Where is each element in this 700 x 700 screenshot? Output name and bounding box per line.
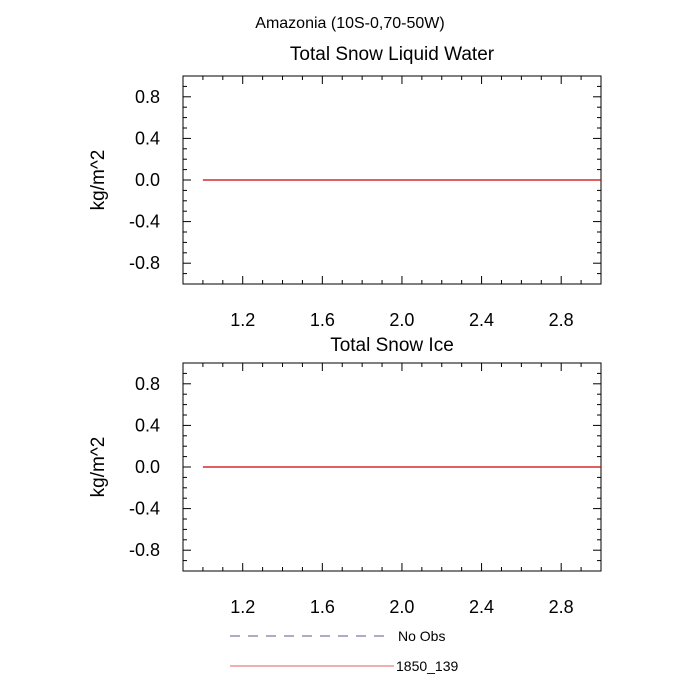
- y-tick-label: -0.4: [129, 499, 160, 519]
- panel-2: Total Snow Ice kg/m^2 1.2 1.6 2.0 2.4 2.8 0.8 0.…: [88, 335, 602, 617]
- y-axis-label: kg/m^2: [88, 437, 109, 498]
- x-tick-label: 2.4: [469, 310, 494, 330]
- x-tick-label: 1.2: [230, 597, 255, 617]
- y-tick-label: 0.4: [135, 128, 160, 148]
- x-tick-label: 2.0: [389, 310, 414, 330]
- x-tick-label: 2.8: [549, 310, 574, 330]
- x-tick-label: 1.6: [310, 597, 335, 617]
- panel-1: Total Snow Liquid Water kg/m^2 1.2 1.6 2.0 2.…: [88, 44, 602, 330]
- x-tick-label: 2.0: [389, 597, 414, 617]
- panels: Total Snow Liquid Water kg/m^2 1.2 1.6 2.0 2.…: [88, 44, 602, 617]
- x-tick-label: 1.6: [310, 310, 335, 330]
- y-tick-label: 0.0: [135, 170, 160, 190]
- legend-label-2: 1850_139: [396, 658, 459, 674]
- x-tick-label: 2.8: [549, 597, 574, 617]
- figure-title: Amazonia (10S-0,70-50W): [255, 15, 444, 32]
- y-tick-label: 0.4: [135, 415, 160, 435]
- panel-title: Total Snow Ice: [330, 335, 454, 356]
- legend-label-1: No Obs: [398, 628, 445, 644]
- y-tick-label: 0.0: [135, 457, 160, 477]
- x-tick-label: 1.2: [230, 310, 255, 330]
- y-tick-label: -0.8: [129, 253, 160, 273]
- y-tick-label: 0.8: [135, 374, 160, 394]
- y-tick-label: -0.4: [129, 212, 160, 232]
- panel-title: Total Snow Liquid Water: [290, 44, 495, 65]
- legend: No Obs 1850_139: [230, 628, 459, 674]
- y-axis-label: kg/m^2: [88, 150, 109, 211]
- y-tick-label: 0.8: [135, 87, 160, 107]
- y-tick-label: -0.8: [129, 540, 160, 560]
- x-tick-label: 2.4: [469, 597, 494, 617]
